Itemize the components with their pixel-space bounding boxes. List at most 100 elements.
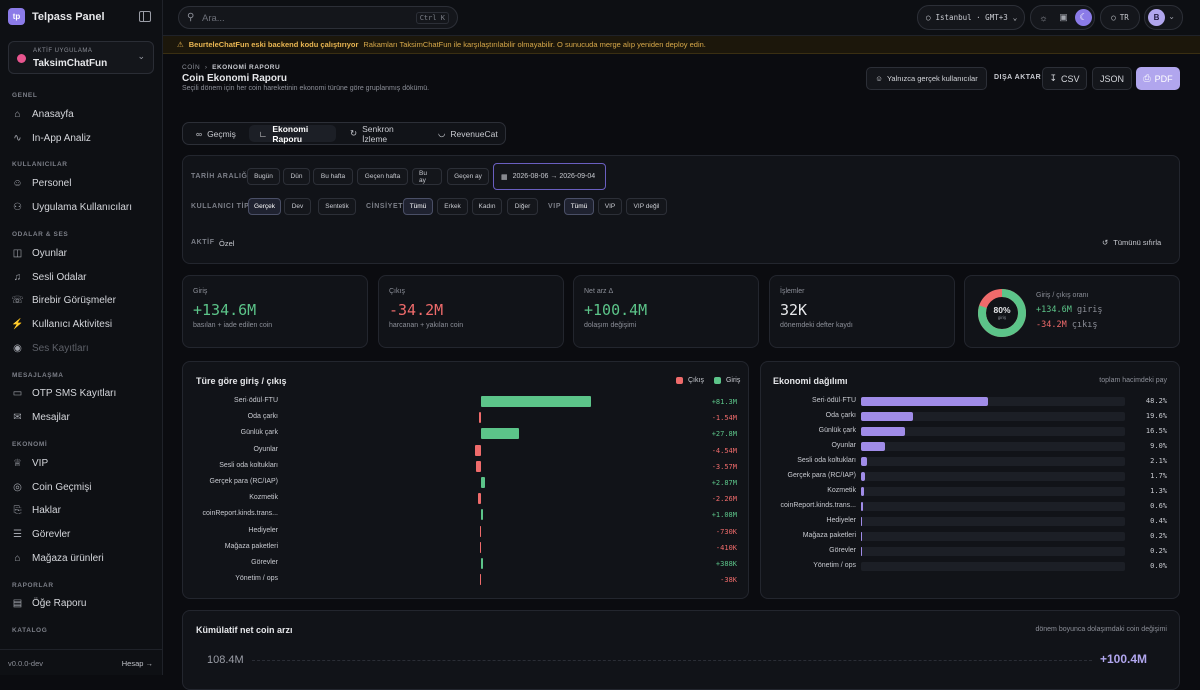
flow-bar[interactable] bbox=[478, 412, 481, 424]
flow-bar[interactable] bbox=[477, 493, 481, 505]
vip-chip[interactable]: Tümü bbox=[564, 198, 594, 215]
sidebar-item-sms[interactable]: ▭ OTP SMS Kayıtları bbox=[12, 388, 117, 399]
sidebar-item-phone[interactable]: ☏ Birebir Görüşmeler bbox=[11, 295, 116, 306]
breadcrumb-root[interactable]: COİN bbox=[182, 64, 201, 71]
tab-revenuecat[interactable]: ◡ RevenueCat bbox=[428, 125, 498, 142]
pdf-button[interactable]: ⎙ PDF bbox=[1136, 67, 1180, 90]
distribution-chart-subtitle: toplam hacimdeki pay bbox=[1099, 377, 1167, 384]
moon-icon[interactable]: ☾ bbox=[1075, 9, 1092, 26]
distribution-bar[interactable] bbox=[861, 397, 989, 406]
account-link[interactable]: Hesap → bbox=[121, 659, 153, 668]
flow-bar[interactable] bbox=[481, 396, 591, 407]
user-type-chip[interactable]: Sentetik bbox=[318, 198, 356, 215]
language-selector[interactable]: ◯ TR bbox=[1100, 5, 1140, 30]
date-chip[interactable]: Bugün bbox=[247, 168, 280, 185]
distribution-track bbox=[861, 397, 1125, 406]
distribution-bar[interactable] bbox=[861, 427, 905, 436]
sidebar-item-home[interactable]: ⌂ Anasayfa bbox=[12, 109, 73, 120]
sidebar-item-report[interactable]: ▤ Öğe Raporu bbox=[12, 598, 87, 609]
coin-icon: ◎ bbox=[13, 482, 22, 493]
flow-bar[interactable] bbox=[481, 558, 483, 569]
sidebar-item-gamepad[interactable]: ◫ Oyunlar bbox=[12, 248, 67, 259]
date-range-picker[interactable]: ▦ 2026-08-06 → 2026-09-04 bbox=[493, 163, 606, 190]
search-input[interactable]: Ara... bbox=[202, 13, 225, 24]
gender-chip[interactable]: Diğer bbox=[507, 198, 538, 215]
gender-chip[interactable]: Erkek bbox=[437, 198, 468, 215]
user-menu[interactable]: B ⌄ bbox=[1144, 5, 1183, 30]
csv-button[interactable]: ↧ CSV bbox=[1042, 67, 1087, 90]
flow-bar[interactable] bbox=[481, 428, 519, 440]
sidebar-item-checklist[interactable]: ☰ Görevler bbox=[12, 529, 70, 540]
tab-economy-report[interactable]: ∟ Ekonomi Raporu bbox=[249, 124, 336, 144]
distribution-track bbox=[861, 562, 1125, 571]
flow-category-label: Oyunlar bbox=[253, 445, 278, 453]
kpi-card: Net arz Δ +100.4M dolaşım değişimi bbox=[573, 275, 759, 348]
flow-bar[interactable] bbox=[481, 477, 485, 488]
flow-value-label: +2.87M bbox=[711, 479, 737, 487]
distribution-bar[interactable] bbox=[861, 442, 885, 451]
distribution-track bbox=[861, 487, 1125, 496]
user-type-chip[interactable]: Gerçek bbox=[248, 198, 281, 215]
legend-out-label: Çıkış bbox=[688, 377, 704, 384]
distribution-bar[interactable] bbox=[861, 517, 863, 526]
user-type-chip[interactable]: Dev bbox=[284, 198, 311, 215]
flow-bar[interactable] bbox=[476, 460, 481, 472]
sidebar-item-label: Personel bbox=[32, 178, 72, 189]
distribution-bar[interactable] bbox=[861, 502, 863, 511]
date-chip[interactable]: Bu ay bbox=[412, 168, 442, 185]
sidebar-item-activity[interactable]: ⚡ Kullanıcı Aktivitesi bbox=[11, 319, 112, 330]
distribution-bar[interactable] bbox=[861, 457, 867, 466]
flow-bar[interactable] bbox=[474, 444, 481, 456]
date-chip[interactable]: Geçen hafta bbox=[357, 168, 408, 185]
real-users-toggle[interactable]: ☺ Yalnızca gerçek kullanıcılar bbox=[866, 67, 987, 90]
distribution-bar[interactable] bbox=[861, 532, 862, 541]
sidebar-collapse-icon[interactable] bbox=[139, 11, 151, 22]
distribution-bar[interactable] bbox=[861, 472, 866, 481]
distribution-bar[interactable] bbox=[861, 412, 913, 421]
gender-chip[interactable]: Kadın bbox=[472, 198, 502, 215]
search-box[interactable]: ⚲ Ara... Ctrl K bbox=[178, 6, 458, 29]
flow-bar[interactable] bbox=[479, 541, 481, 553]
sun-icon[interactable]: ☼ bbox=[1039, 12, 1048, 23]
legend-out-swatch bbox=[676, 377, 683, 384]
app-selector[interactable]: AKTİF UYGULAMA TaksimChatFun ⌄ bbox=[8, 41, 154, 74]
sidebar-item-recording[interactable]: ◉ Ses Kayıtları bbox=[12, 343, 89, 354]
tab-history[interactable]: ∞ Geçmiş bbox=[186, 125, 250, 142]
vip-chip[interactable]: VIP bbox=[598, 198, 622, 215]
sidebar-item-crown[interactable]: ♕ VIP bbox=[12, 458, 48, 469]
distribution-bar[interactable] bbox=[861, 547, 862, 556]
phone-icon: ☏ bbox=[11, 295, 24, 306]
distribution-track bbox=[861, 532, 1125, 541]
flow-bar[interactable] bbox=[481, 509, 483, 521]
sidebar-item-users[interactable]: ⚇ Uygulama Kullanıcıları bbox=[12, 202, 132, 213]
distribution-percent-label: 0.2% bbox=[1150, 547, 1167, 555]
distribution-percent-label: 9.0% bbox=[1150, 442, 1167, 450]
flow-bar[interactable] bbox=[479, 525, 481, 537]
sidebar-item-coin[interactable]: ◎ Coin Geçmişi bbox=[12, 482, 91, 493]
flow-bar[interactable] bbox=[479, 574, 481, 586]
active-label: AKTİF bbox=[191, 239, 215, 246]
vip-chip[interactable]: VIP değil bbox=[626, 198, 667, 215]
sidebar-item-store[interactable]: ⌂ Mağaza ürünleri bbox=[12, 553, 103, 564]
brand[interactable]: tp Telpass Panel bbox=[8, 8, 105, 25]
reset-filters-button[interactable]: ↺ Tümünü sıfırla bbox=[1102, 238, 1161, 247]
nav-section-title: RAPORLAR bbox=[12, 582, 54, 589]
gender-chip[interactable]: Tümü bbox=[403, 198, 433, 215]
sidebar-item-mic[interactable]: ♫ Sesli Odalar bbox=[12, 272, 87, 283]
sidebar-item-message[interactable]: ✉ Mesajlar bbox=[12, 412, 70, 423]
date-chip[interactable]: Bu hafta bbox=[313, 168, 353, 185]
flow-category-label: Günlük çark bbox=[240, 429, 278, 437]
date-chip[interactable]: Geçen ay bbox=[447, 168, 489, 185]
monitor-icon[interactable]: ▣ bbox=[1059, 12, 1068, 22]
tab-sync-monitor[interactable]: ↻ Senkron İzleme bbox=[340, 124, 420, 144]
sidebar-item-ticket[interactable]: ⎘ Haklar bbox=[12, 505, 61, 516]
timezone-selector[interactable]: ◯ Istanbul · GMT+3 ⌄ bbox=[917, 5, 1025, 30]
json-button[interactable]: JSON bbox=[1092, 67, 1132, 90]
flow-value-label: -730K bbox=[715, 527, 737, 536]
date-chip[interactable]: Dün bbox=[283, 168, 310, 185]
sidebar-item-user[interactable]: ☺ Personel bbox=[12, 178, 71, 189]
distribution-bar[interactable] bbox=[861, 487, 865, 496]
sidebar-item-chart-line[interactable]: ∿ In-App Analiz bbox=[12, 133, 91, 144]
nav-section-title: KATALOG bbox=[12, 627, 48, 634]
breadcrumb-current: EKONOMİ RAPORU bbox=[212, 64, 281, 71]
